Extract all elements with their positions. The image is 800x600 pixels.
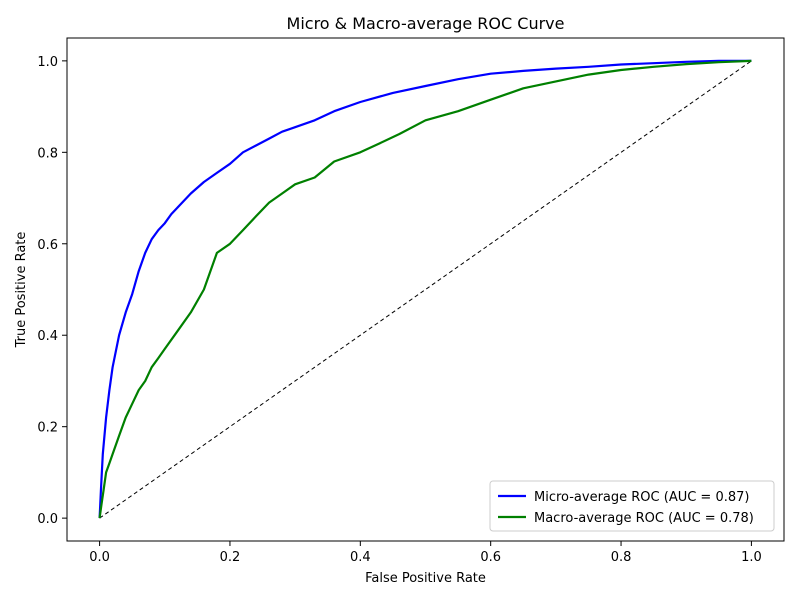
x-tick-label: 0.2 xyxy=(220,550,241,565)
y-tick-label: 0.4 xyxy=(37,329,58,344)
y-tick-label: 0.2 xyxy=(37,421,58,436)
x-tick-label: 0.4 xyxy=(350,550,371,565)
x-tick-label: 1.0 xyxy=(741,550,762,565)
chance-diagonal-line xyxy=(99,60,752,519)
axes: 0.0 0.2 0.4 0.6 0.8 1.0 0.0 0.2 0.4 0.6 0.8 1.0 xyxy=(37,55,761,565)
y-tick-label: 0.0 xyxy=(37,512,58,527)
micro-average-roc-line xyxy=(98,59,752,519)
legend-box xyxy=(489,480,775,532)
macro-average-roc-line xyxy=(98,59,752,519)
series-layer xyxy=(98,59,752,519)
legend-label: Micro-average ROC (AUC = 0.87) xyxy=(534,490,749,505)
legend: Micro-average ROC (AUC = 0.87) Macro-aver… xyxy=(489,480,775,532)
y-tick-label: 0.8 xyxy=(37,146,58,161)
plot-frame xyxy=(66,37,785,542)
x-tick-label: 0.6 xyxy=(480,550,501,565)
y-axis-label: True Positive Rate xyxy=(14,232,29,349)
legend-label: Macro-average ROC (AUC = 0.78) xyxy=(534,511,754,526)
x-tick-label: 0.0 xyxy=(89,550,110,565)
x-tick-label: 0.8 xyxy=(611,550,632,565)
chart-title: Micro & Macro-average ROC Curve xyxy=(287,14,565,33)
y-tick-label: 0.6 xyxy=(37,238,58,253)
y-tick-label: 1.0 xyxy=(37,55,58,70)
x-axis-label: False Positive Rate xyxy=(365,571,486,586)
